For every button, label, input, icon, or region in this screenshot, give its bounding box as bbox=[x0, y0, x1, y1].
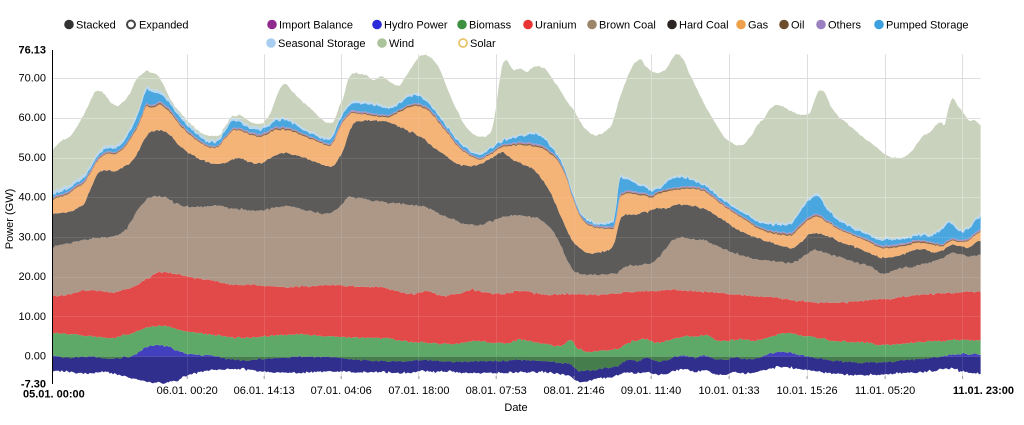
svg-text:Gas: Gas bbox=[748, 19, 769, 31]
svg-text:07.01. 18:00: 07.01. 18:00 bbox=[388, 385, 449, 397]
svg-text:06.01. 14:13: 06.01. 14:13 bbox=[234, 385, 295, 397]
svg-text:10.00: 10.00 bbox=[18, 311, 46, 323]
svg-text:Solar: Solar bbox=[470, 38, 496, 50]
svg-text:Hard Coal: Hard Coal bbox=[679, 19, 729, 31]
svg-text:07.01. 04:06: 07.01. 04:06 bbox=[311, 385, 372, 397]
svg-text:40.00: 40.00 bbox=[18, 192, 46, 204]
svg-text:Biomass: Biomass bbox=[469, 19, 512, 31]
svg-text:Power (GW): Power (GW) bbox=[4, 189, 16, 250]
svg-text:Seasonal Storage: Seasonal Storage bbox=[278, 38, 365, 50]
svg-text:30.00: 30.00 bbox=[18, 231, 46, 243]
svg-text:50.00: 50.00 bbox=[18, 152, 46, 164]
svg-text:Uranium: Uranium bbox=[535, 19, 577, 31]
svg-text:Hydro Power: Hydro Power bbox=[384, 19, 448, 31]
svg-text:Stacked: Stacked bbox=[76, 19, 116, 31]
svg-text:10.01. 01:33: 10.01. 01:33 bbox=[699, 385, 760, 397]
svg-text:11.01. 05:20: 11.01. 05:20 bbox=[855, 385, 915, 397]
svg-text:60.00: 60.00 bbox=[18, 112, 46, 124]
svg-text:Date: Date bbox=[504, 402, 527, 414]
svg-text:05.01. 00:00: 05.01. 00:00 bbox=[23, 388, 85, 400]
svg-text:10.01. 15:26: 10.01. 15:26 bbox=[777, 385, 838, 397]
svg-text:Pumped Storage: Pumped Storage bbox=[886, 19, 969, 31]
svg-text:08.01. 07:53: 08.01. 07:53 bbox=[466, 385, 527, 397]
svg-text:Import Balance: Import Balance bbox=[279, 19, 353, 31]
svg-text:76.13: 76.13 bbox=[18, 44, 46, 56]
svg-text:-7.30: -7.30 bbox=[21, 379, 46, 391]
svg-text:08.01. 21:46: 08.01. 21:46 bbox=[544, 385, 605, 397]
svg-text:11.01. 23:00: 11.01. 23:00 bbox=[953, 385, 1014, 397]
svg-text:20.00: 20.00 bbox=[18, 271, 46, 283]
svg-text:Others: Others bbox=[828, 19, 862, 31]
svg-text:Expanded: Expanded bbox=[139, 19, 189, 31]
svg-text:Oil: Oil bbox=[791, 19, 804, 31]
svg-text:Brown Coal: Brown Coal bbox=[599, 19, 656, 31]
svg-text:06.01. 00:20: 06.01. 00:20 bbox=[157, 385, 218, 397]
svg-text:09.01. 11:40: 09.01. 11:40 bbox=[621, 385, 681, 397]
svg-text:70.00: 70.00 bbox=[18, 73, 46, 85]
svg-text:0.00: 0.00 bbox=[25, 351, 46, 363]
svg-text:Wind: Wind bbox=[389, 38, 414, 50]
